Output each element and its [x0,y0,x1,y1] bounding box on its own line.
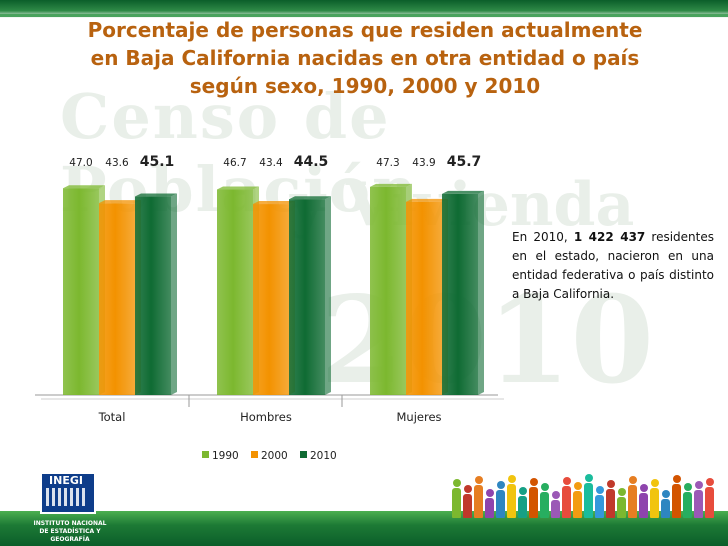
person-figure [573,482,582,518]
bar-top-2010-hombres [289,196,331,200]
person-figure [452,479,461,518]
value-label-1990-total: 47.0 [69,157,92,169]
person-figure [529,478,538,518]
category-label-total: Total [98,410,126,424]
person-figure [639,484,648,518]
legend-label-2000: 2000 [261,450,288,462]
logo-institute: INSTITUTO NACIONAL DE ESTADÍSTICA Y GEOG… [28,520,112,544]
legend-label-1990: 1990 [212,450,239,462]
inegi-logo: INEGI INSTITUTO NACIONAL DE ESTADÍSTICA … [28,470,112,544]
logo-institute-line-2: DE ESTADÍSTICA Y GEOGRAFÍA [39,528,101,543]
bar-1990-mujeres [370,186,406,395]
legend-swatch-2000 [251,451,258,458]
legend-swatch-2010 [300,451,307,458]
person-figure [584,474,593,518]
category-label-mujeres: Mujeres [396,410,441,424]
value-label-2010-hombres: 44.5 [294,154,329,170]
value-label-1990-mujeres: 47.3 [376,157,399,169]
top-band [0,0,728,18]
bar-side-2010-total [171,193,177,395]
person-figure [496,481,505,518]
bar-top-1990-total [63,185,105,189]
note-highlight: 1 422 437 [573,230,646,244]
person-figure [661,490,670,518]
bar-top-2000-hombres [253,201,295,205]
bar-1990-hombres [217,189,253,395]
person-figure [672,475,681,518]
bar-1990-total [63,188,99,395]
logo-institute-line-1: INSTITUTO NACIONAL [33,520,107,527]
person-figure [485,489,494,518]
person-figure [562,477,571,518]
bar-top-1990-hombres [217,186,259,190]
bar-top-1990-mujeres [370,183,412,187]
census-note: En 2010, 1 422 437 residentes en el esta… [512,228,714,304]
person-figure [551,491,560,518]
bar-2000-total [99,203,135,395]
person-figure [617,488,626,518]
people-figures-icon [452,474,726,518]
value-label-1990-hombres: 46.7 [223,157,246,169]
person-figure [628,476,637,518]
bar-top-2010-total [135,193,177,197]
bar-top-2000-total [99,200,141,204]
value-label-2010-mujeres: 45.7 [447,154,482,170]
title-line-2: en Baja California nacidas en otra entid… [90,46,640,70]
value-label-2000-mujeres: 43.9 [412,157,435,169]
bar-2010-total [135,196,171,395]
logo-brand: INEGI [49,474,83,487]
bar-2000-hombres [253,204,289,395]
note-suffix: residentes en el estado, nacieron en una… [512,230,715,301]
person-figure [540,483,549,518]
title-line-3: según sexo, 1990, 2000 y 2010 [189,74,541,98]
bar-2000-mujeres [406,201,442,395]
bar-side-2010-mujeres [478,190,484,395]
note-prefix: En 2010, [512,230,574,244]
person-figure [694,481,703,518]
value-label-2000-hombres: 43.4 [259,157,283,169]
person-figure [606,480,615,518]
legend-label-2010: 2010 [310,450,337,462]
logo-grid-icon [46,488,86,506]
person-figure [463,485,472,518]
legend-swatch-1990 [202,451,209,458]
value-label-2010-total: 45.1 [140,154,175,170]
category-label-hombres: Hombres [240,410,292,424]
bar-2010-mujeres [442,193,478,395]
person-figure [507,475,516,518]
person-figure [683,483,692,518]
title-line-1: Porcentaje de personas que residen actua… [87,18,643,42]
person-figure [705,478,714,518]
person-figure [474,476,483,518]
person-figure [518,487,527,518]
bar-side-2010-hombres [325,196,331,395]
bar-2010-hombres [289,199,325,395]
slide-title: Porcentaje de personas que residen actua… [70,16,660,100]
bar-top-2010-mujeres [442,190,484,194]
person-figure [650,479,659,518]
value-label-2000-total: 43.6 [105,157,129,169]
bar-top-2000-mujeres [406,198,448,202]
person-figure [595,486,604,518]
